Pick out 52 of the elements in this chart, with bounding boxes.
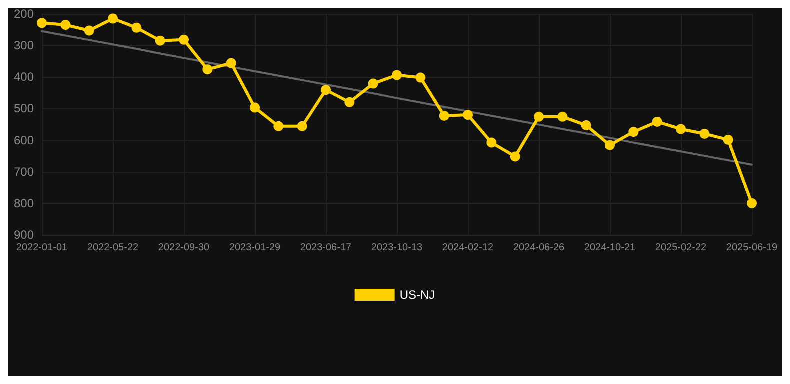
x-tick-label: 2024-02-12	[442, 242, 494, 254]
point	[676, 124, 686, 134]
point	[202, 64, 213, 75]
point	[344, 97, 355, 108]
point	[700, 128, 710, 139]
point	[534, 112, 544, 122]
point	[155, 36, 166, 46]
x-tick-label: 2022-09-30	[158, 242, 210, 254]
point	[581, 120, 592, 130]
x-tick-label: 2022-05-22	[87, 242, 140, 254]
point	[652, 116, 662, 127]
point	[723, 134, 734, 145]
x-tick-label: 2023-10-13	[371, 242, 424, 254]
x-tick-label: 2024-06-26	[513, 242, 566, 254]
x-tick-label: 2023-06-17	[300, 242, 352, 254]
y-tick-label: 900	[14, 228, 34, 242]
point	[486, 138, 497, 148]
point	[297, 121, 308, 132]
point	[368, 78, 378, 89]
x-tick-label: 2023-01-29	[229, 242, 282, 254]
legend-label: US-NJ	[400, 288, 436, 302]
point	[558, 112, 568, 122]
point	[463, 110, 473, 120]
point	[747, 198, 757, 208]
point	[510, 152, 520, 162]
line-series	[41, 30, 753, 166]
point	[84, 26, 94, 36]
y-tick-label: 500	[14, 102, 34, 116]
point	[274, 121, 284, 132]
point	[108, 14, 118, 24]
x-tick-label: 2025-06-19	[726, 242, 778, 254]
point	[60, 20, 71, 30]
point	[179, 34, 189, 45]
point	[605, 140, 615, 150]
point	[250, 102, 260, 113]
point	[439, 110, 450, 121]
x-tick-label: 2025-02-22	[655, 242, 708, 254]
y-tick-label: 200	[14, 7, 34, 21]
point	[416, 72, 426, 83]
point	[321, 85, 331, 96]
x-tick-label: 2022-01-01	[16, 242, 68, 254]
y-tick-label: 600	[14, 133, 34, 148]
y-tick-label: 300	[14, 38, 34, 53]
y-tick-label: 800	[14, 196, 34, 210]
y-tick-label: 700	[14, 164, 34, 179]
point	[226, 58, 236, 68]
point	[392, 70, 402, 80]
point	[37, 18, 47, 28]
point	[628, 127, 639, 138]
y-tick-label: 400	[14, 70, 34, 84]
x-tick-label: 2024-10-21	[584, 242, 636, 254]
point	[132, 22, 142, 33]
